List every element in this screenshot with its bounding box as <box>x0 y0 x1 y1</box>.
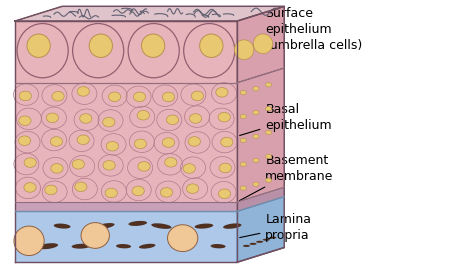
Ellipse shape <box>253 158 259 162</box>
Ellipse shape <box>265 130 272 135</box>
Ellipse shape <box>219 189 231 199</box>
Polygon shape <box>15 6 284 21</box>
Ellipse shape <box>17 24 68 78</box>
Ellipse shape <box>103 117 115 127</box>
Ellipse shape <box>240 91 246 95</box>
Ellipse shape <box>183 164 195 173</box>
Ellipse shape <box>253 111 259 115</box>
Ellipse shape <box>240 114 246 119</box>
Ellipse shape <box>160 188 173 197</box>
Ellipse shape <box>195 224 213 229</box>
Ellipse shape <box>253 87 259 91</box>
Ellipse shape <box>77 135 90 144</box>
Ellipse shape <box>253 34 273 54</box>
Ellipse shape <box>73 24 124 78</box>
Ellipse shape <box>18 136 31 146</box>
Ellipse shape <box>263 239 270 241</box>
Ellipse shape <box>216 88 228 97</box>
Ellipse shape <box>80 114 92 123</box>
Text: Surface
epithelium
(umbrella cells): Surface epithelium (umbrella cells) <box>240 7 363 51</box>
Ellipse shape <box>137 111 149 120</box>
Ellipse shape <box>132 186 144 196</box>
Ellipse shape <box>138 162 150 171</box>
Ellipse shape <box>14 226 44 256</box>
Ellipse shape <box>223 223 241 229</box>
Ellipse shape <box>265 107 272 111</box>
Ellipse shape <box>249 243 256 245</box>
Ellipse shape <box>186 184 199 193</box>
Ellipse shape <box>166 115 179 125</box>
Text: Basement
membrane: Basement membrane <box>239 154 334 201</box>
Ellipse shape <box>72 160 84 169</box>
Ellipse shape <box>221 137 233 147</box>
Ellipse shape <box>24 183 36 192</box>
Polygon shape <box>237 187 284 211</box>
Polygon shape <box>237 68 284 202</box>
Ellipse shape <box>151 223 172 229</box>
Ellipse shape <box>77 87 90 96</box>
Ellipse shape <box>128 24 179 78</box>
Text: Lamina
propria: Lamina propria <box>240 213 311 242</box>
Ellipse shape <box>253 182 259 186</box>
Ellipse shape <box>52 92 64 101</box>
Ellipse shape <box>105 188 118 198</box>
Ellipse shape <box>219 163 231 173</box>
Ellipse shape <box>218 112 230 122</box>
Polygon shape <box>237 6 284 83</box>
Ellipse shape <box>38 243 58 249</box>
Text: Basal
epithelium: Basal epithelium <box>240 103 332 136</box>
Ellipse shape <box>253 134 259 138</box>
Ellipse shape <box>265 154 272 159</box>
Polygon shape <box>237 197 284 262</box>
Ellipse shape <box>265 83 272 87</box>
Ellipse shape <box>188 137 201 146</box>
Ellipse shape <box>190 114 201 123</box>
Ellipse shape <box>106 141 118 151</box>
Ellipse shape <box>19 116 31 125</box>
Ellipse shape <box>162 138 174 147</box>
Ellipse shape <box>133 92 146 102</box>
Ellipse shape <box>134 139 146 149</box>
Ellipse shape <box>89 34 112 57</box>
Ellipse shape <box>269 237 276 239</box>
Ellipse shape <box>240 162 246 166</box>
Ellipse shape <box>24 158 36 167</box>
Ellipse shape <box>50 137 63 146</box>
Ellipse shape <box>46 113 58 122</box>
Ellipse shape <box>95 223 115 229</box>
Ellipse shape <box>103 160 115 170</box>
Ellipse shape <box>200 34 223 57</box>
Ellipse shape <box>191 91 203 101</box>
Polygon shape <box>15 83 237 202</box>
Ellipse shape <box>167 225 198 251</box>
Ellipse shape <box>165 157 177 167</box>
Ellipse shape <box>72 244 91 249</box>
Ellipse shape <box>116 244 131 248</box>
Ellipse shape <box>27 34 50 57</box>
Ellipse shape <box>240 138 246 143</box>
Ellipse shape <box>210 244 226 248</box>
Ellipse shape <box>184 24 235 78</box>
Ellipse shape <box>163 92 174 102</box>
Ellipse shape <box>172 244 189 248</box>
Ellipse shape <box>265 178 272 182</box>
Ellipse shape <box>240 186 246 190</box>
Ellipse shape <box>54 224 71 229</box>
Ellipse shape <box>243 245 250 247</box>
Ellipse shape <box>256 241 263 243</box>
Polygon shape <box>15 202 237 211</box>
Ellipse shape <box>128 221 147 226</box>
Ellipse shape <box>19 91 31 101</box>
Ellipse shape <box>141 34 165 57</box>
Ellipse shape <box>45 185 57 195</box>
Ellipse shape <box>81 222 109 248</box>
Ellipse shape <box>75 182 87 192</box>
Ellipse shape <box>139 244 155 249</box>
Polygon shape <box>15 211 237 262</box>
Ellipse shape <box>51 164 63 173</box>
Polygon shape <box>15 21 237 83</box>
Ellipse shape <box>109 92 121 102</box>
Ellipse shape <box>234 40 254 60</box>
